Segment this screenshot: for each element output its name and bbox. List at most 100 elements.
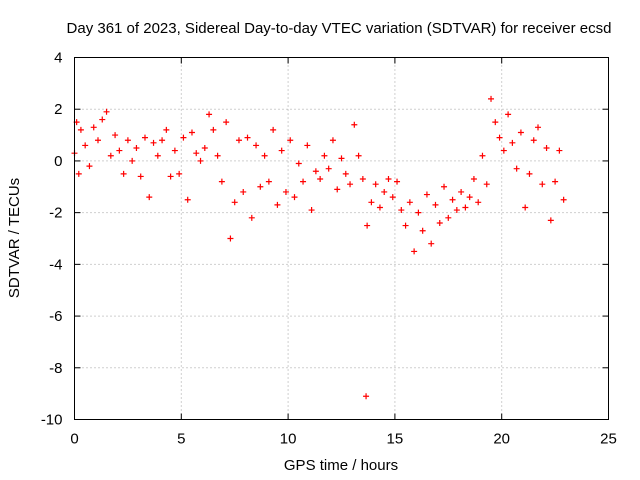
data-point xyxy=(368,199,375,206)
data-point xyxy=(449,196,456,203)
data-point xyxy=(201,145,208,151)
data-point xyxy=(402,222,409,229)
y-tick-label: 2 xyxy=(54,101,62,118)
data-point xyxy=(120,170,127,177)
data-point xyxy=(270,126,277,133)
data-point xyxy=(137,173,144,180)
data-point xyxy=(129,157,136,164)
data-point xyxy=(231,199,238,206)
data-point xyxy=(193,150,200,157)
data-point xyxy=(150,139,157,146)
data-point xyxy=(556,147,563,154)
data-point xyxy=(432,201,439,208)
data-point xyxy=(77,126,84,133)
x-axis-label: GPS time / hours xyxy=(284,457,398,474)
data-point xyxy=(470,176,477,183)
x-tick-label: 10 xyxy=(280,431,297,448)
data-point xyxy=(248,214,255,221)
data-point xyxy=(159,137,166,144)
x-tick-labels: 0 5 10 15 20 25 xyxy=(70,431,617,448)
data-point xyxy=(428,240,435,247)
data-point xyxy=(560,196,567,203)
data-point xyxy=(171,147,178,154)
data-point xyxy=(214,152,221,159)
plot-frame xyxy=(74,57,609,420)
data-point xyxy=(423,191,430,198)
data-point xyxy=(492,119,499,126)
data-point xyxy=(351,121,358,128)
data-point xyxy=(389,194,396,201)
data-point xyxy=(342,170,349,177)
data-point xyxy=(75,170,82,177)
data-point xyxy=(176,170,183,177)
y-tick-label: -2 xyxy=(49,205,62,222)
y-tick-label: -10 xyxy=(41,412,63,429)
data-point xyxy=(103,108,110,115)
data-point xyxy=(406,199,413,206)
data-point xyxy=(274,201,281,208)
chart-title: Day 361 of 2023, Sidereal Day-to-day VTE… xyxy=(67,20,612,37)
data-point xyxy=(223,119,230,126)
data-point xyxy=(167,173,174,180)
data-point xyxy=(385,176,392,183)
data-point xyxy=(513,165,520,172)
axis-ticks xyxy=(74,57,609,420)
data-point xyxy=(107,152,114,159)
data-point xyxy=(363,393,370,400)
data-point xyxy=(210,126,217,133)
grid-lines xyxy=(74,57,609,420)
data-point xyxy=(197,157,204,164)
y-tick-labels: -10 -8 -6 -4 -2 0 2 4 xyxy=(41,50,63,429)
data-point xyxy=(154,152,161,159)
data-point xyxy=(325,165,332,172)
data-point xyxy=(112,132,119,139)
data-point xyxy=(287,137,294,144)
data-point xyxy=(240,188,247,195)
data-point xyxy=(133,145,140,151)
data-point xyxy=(218,178,225,185)
data-point xyxy=(488,95,495,102)
y-tick-label: -6 xyxy=(49,308,62,325)
data-point xyxy=(509,139,516,146)
data-point xyxy=(419,227,426,234)
data-point xyxy=(526,170,533,177)
data-point xyxy=(180,134,187,141)
data-point xyxy=(334,186,341,193)
data-point xyxy=(372,181,379,188)
x-tick-label: 5 xyxy=(177,431,185,448)
data-point xyxy=(235,137,242,144)
data-point xyxy=(347,181,354,188)
data-point xyxy=(458,188,465,195)
data-point xyxy=(163,126,170,133)
data-point xyxy=(475,199,482,206)
y-tick-label: -8 xyxy=(49,360,62,377)
data-point xyxy=(535,124,542,131)
data-point xyxy=(99,116,106,123)
data-point xyxy=(278,147,285,154)
data-point xyxy=(257,183,264,190)
data-point xyxy=(415,209,422,216)
data-point xyxy=(522,204,529,211)
data-point xyxy=(547,217,554,224)
data-point xyxy=(441,183,448,190)
data-point xyxy=(505,111,512,118)
data-point xyxy=(462,204,469,211)
data-point xyxy=(184,196,191,203)
data-point xyxy=(411,248,418,255)
data-point xyxy=(94,137,101,144)
x-tick-label: 0 xyxy=(70,431,78,448)
data-point xyxy=(300,178,307,185)
data-point xyxy=(479,152,486,159)
data-point xyxy=(394,178,401,185)
data-point xyxy=(496,134,503,141)
data-point xyxy=(364,222,371,229)
data-point xyxy=(90,124,97,131)
data-point xyxy=(517,129,524,136)
data-point xyxy=(321,152,328,159)
data-point xyxy=(355,152,362,159)
data-point xyxy=(124,137,131,144)
data-point xyxy=(329,137,336,144)
y-tick-label: -4 xyxy=(49,256,62,273)
data-point xyxy=(483,181,490,188)
